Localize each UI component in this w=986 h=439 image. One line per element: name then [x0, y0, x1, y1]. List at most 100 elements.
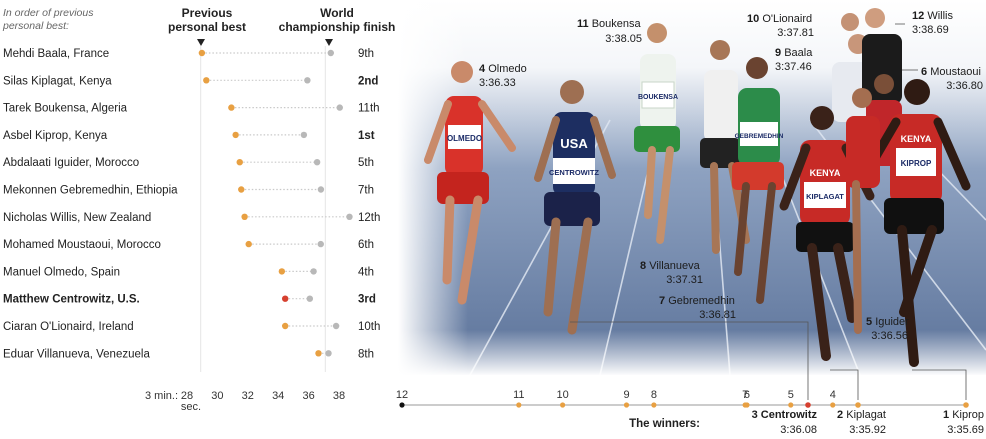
- label-villanueva-name: 8 Villanueva: [640, 260, 701, 272]
- note-line-1: In order of previous: [3, 7, 94, 19]
- finish-time-dot: [300, 131, 308, 139]
- label-iguider-time: 3:36.56: [871, 330, 908, 342]
- finish-position-label: 7: [742, 389, 748, 401]
- runner-name: Mehdi Baala, France: [3, 48, 109, 60]
- winner-3-name: 3 Centrowitz: [752, 409, 818, 421]
- label-olionaird-name: 10 O'Lionaird: [747, 13, 812, 25]
- runner-name: Nicholas Willis, New Zealand: [3, 212, 151, 224]
- runner-row: Nicholas Willis, New Zealand 12th: [3, 212, 380, 224]
- finish-time-dot: [304, 77, 311, 84]
- label-boukensa-time: 3:38.05: [605, 33, 642, 45]
- label-olmedo-time: 3:36.33: [479, 77, 516, 89]
- runner-place: 5th: [358, 157, 374, 169]
- finish-position-label: 9: [623, 389, 629, 401]
- runner-row: Asbel Kiprop, Kenya 1st: [3, 130, 375, 142]
- runner-place: 3rd: [358, 294, 376, 306]
- axis-tick-label: 30: [211, 390, 223, 402]
- finish-time-dot: [346, 213, 353, 220]
- bib-olmedo: OLMEDO: [447, 134, 482, 143]
- winner-3-time: 3:36.08: [780, 424, 817, 436]
- runner-place: 2nd: [358, 75, 378, 87]
- winner-dot: [805, 402, 811, 408]
- runner-place: 1st: [358, 130, 375, 142]
- runner-place: 10th: [358, 321, 380, 333]
- runner-name: Abdalaati Iguider, Morocco: [3, 157, 139, 169]
- finish-position-dot: [830, 402, 836, 408]
- finish-time-dot: [336, 104, 343, 111]
- finish-position-dot: [399, 402, 405, 408]
- runner-row: Tarek Boukensa, Algeria 11th: [3, 103, 380, 115]
- winner-dot: [963, 402, 969, 408]
- photo-leader-lines: [570, 23, 967, 400]
- runner-name: Mohamed Moustaoui, Morocco: [3, 239, 161, 251]
- winners-label: The winners:: [629, 418, 700, 430]
- runner-row: Abdalaati Iguider, Morocco 5th: [3, 157, 374, 169]
- axis-min-label: 3 min.:: [145, 390, 178, 402]
- runner-centrowitz: USA CENTROWITZ: [534, 80, 616, 335]
- axis-ticks: 28 30 32 34 36 38: [181, 390, 345, 402]
- finish-time-dot: [332, 322, 340, 330]
- runner-row: Ciaran O'Lionaird, Ireland 10th: [3, 321, 380, 333]
- runner-place: 4th: [358, 266, 374, 278]
- finish-position-label: 6: [744, 389, 750, 401]
- axis-sec-label: sec.: [181, 401, 201, 413]
- bib-usa: USA: [560, 136, 588, 151]
- finish-time-dot: [327, 49, 334, 57]
- bib-kenya-kiprop: KENYA: [901, 134, 932, 144]
- finish-position-dot: [651, 402, 657, 408]
- finish-position-label: 5: [788, 389, 794, 401]
- personal-best-dot: [203, 77, 210, 84]
- finish-position-label: 12: [396, 389, 408, 401]
- header-world-line-1: World: [320, 6, 354, 20]
- runner-iguider: [846, 88, 880, 334]
- bib-kenya-kiplagat: KENYA: [810, 168, 841, 178]
- finish-position-dot: [560, 402, 566, 408]
- bib-gebremedhin: GEBREMEDHIN: [735, 133, 784, 140]
- bib-kiplagat: KIPLAGAT: [806, 192, 844, 201]
- bib-centrowitz: CENTROWITZ: [549, 168, 599, 177]
- axis-tick-label: 28: [181, 390, 193, 402]
- finish-line: 12 11 10 9 8 76 5 4 The winners: 3 Centrowitz 3…: [396, 389, 984, 436]
- runner-name: Manuel Olmedo, Spain: [3, 266, 120, 278]
- runner-row: Mehdi Baala, France 9th: [3, 48, 374, 60]
- personal-best-dot: [245, 240, 252, 248]
- winner-1-time: 3:35.69: [947, 424, 984, 436]
- winner-1-name: 1 Kiprop: [943, 409, 984, 421]
- label-boukensa-name: 11 Boukensa: [577, 18, 642, 30]
- header-previous-line-2: personal best: [168, 20, 246, 34]
- personal-best-dot: [232, 131, 239, 139]
- label-willis-time: 3:38.69: [912, 24, 949, 36]
- finish-position-markers: 12 11 10 9 8 76 5 4: [396, 389, 969, 408]
- race-photo: OLMEDO USA CENTROWITZ BOUKENSA: [398, 0, 986, 376]
- finish-position-dot: [623, 402, 630, 408]
- label-willis-name: 12 Willis: [912, 10, 953, 22]
- x-axis: 3 min.: sec. 28 30 32 34 36 38: [145, 390, 345, 413]
- runner-row: Matthew Centrowitz, U.S. 3rd: [3, 294, 376, 306]
- runner-row: Mohamed Moustaoui, Morocco 6th: [3, 239, 374, 251]
- runner-place: 6th: [358, 239, 374, 251]
- runner-name: Eduar Villanueva, Venezuela: [3, 348, 150, 360]
- finish-position-dot: [516, 402, 522, 408]
- label-moustaoui-time: 3:36.80: [946, 80, 983, 92]
- axis-tick-label: 32: [242, 390, 254, 402]
- runner-gebremedhin: GEBREMEDHIN: [732, 57, 784, 304]
- personal-best-dot: [281, 295, 289, 302]
- runner-boukensa: BOUKENSA: [634, 23, 680, 244]
- personal-best-dot: [236, 159, 243, 166]
- runner-name: Tarek Boukensa, Algeria: [3, 103, 128, 115]
- header-world-line-2: championship finish: [279, 20, 396, 34]
- personal-best-dot: [228, 104, 235, 111]
- axis-tick-label: 34: [272, 390, 284, 402]
- label-baala-name: 9 Baala: [775, 47, 813, 59]
- personal-best-dot: [281, 322, 289, 330]
- personal-best-dot: [241, 213, 248, 220]
- personal-best-dot: [198, 49, 206, 57]
- label-olmedo-name: 4 Olmedo: [479, 63, 527, 75]
- label-villanueva-time: 3:37.31: [666, 274, 703, 286]
- finish-position-dot: [788, 402, 794, 408]
- runner-place: 9th: [358, 48, 374, 60]
- bib-boukensa: BOUKENSA: [638, 94, 678, 101]
- finish-position-dot: [744, 402, 750, 408]
- column-guides: [200, 46, 326, 372]
